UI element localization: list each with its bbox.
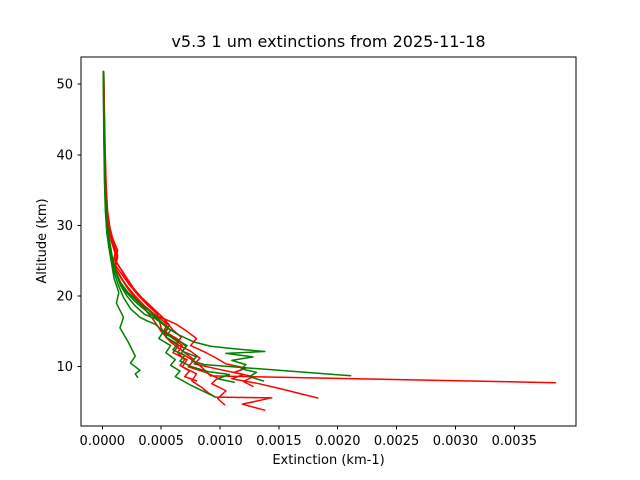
- y-tick-label: 20: [56, 290, 73, 305]
- axes-frame: [80, 56, 577, 427]
- x-axis-label: Extinction (km-1): [272, 453, 385, 468]
- series-line-green-profile-3: [102, 70, 217, 398]
- series-line-red-profile-2: [102, 72, 319, 399]
- x-tick-label: 0.0035: [492, 434, 538, 449]
- series-line-red-profile-1: [102, 71, 557, 384]
- series-line-red-profile-4: [103, 72, 227, 406]
- y-tick-label: 40: [56, 148, 73, 163]
- x-tick-label: 0.0005: [138, 434, 184, 449]
- y-tick-label: 10: [56, 360, 73, 375]
- y-tick-label: 50: [56, 78, 73, 93]
- series-line-green-profile-5: [102, 70, 235, 384]
- series-line-red-profile-3: [102, 71, 273, 411]
- y-tick-label: 30: [56, 219, 73, 234]
- series-line-red-profile-6: [102, 72, 198, 382]
- x-tick-label: 0.0015: [256, 434, 302, 449]
- chart-title: v5.3 1 um extinctions from 2025-11-18: [171, 32, 486, 51]
- x-tick-label: 0.0025: [374, 434, 420, 449]
- series-line-green-profile-1: [102, 70, 352, 377]
- x-tick-label: 0.0000: [80, 434, 126, 449]
- x-tick-label: 0.0030: [433, 434, 479, 449]
- x-tick-label: 0.0010: [197, 434, 243, 449]
- x-tick-label: 0.0020: [315, 434, 361, 449]
- series-line-green-profile-2: [102, 70, 266, 382]
